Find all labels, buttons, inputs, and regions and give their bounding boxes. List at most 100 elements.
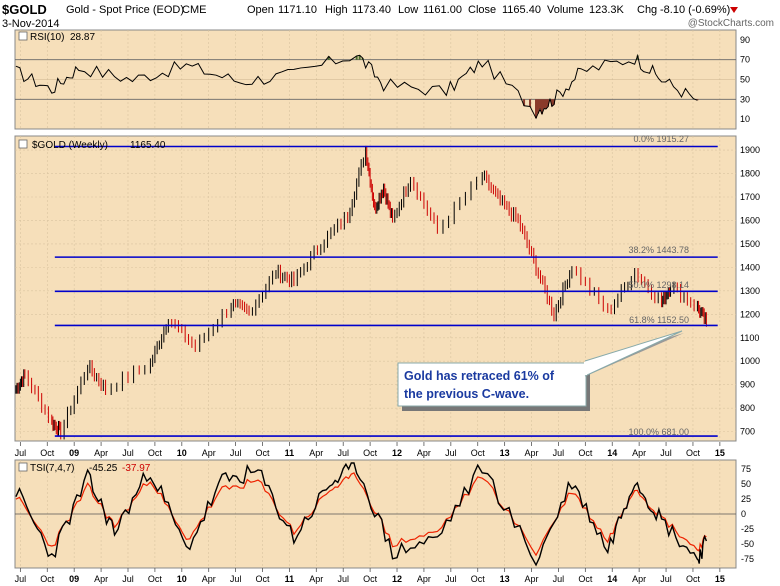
tsi-value-2: -37.97: [122, 463, 151, 474]
tsi-tick-label: -75: [741, 554, 754, 564]
rsi-tick-label: 50: [740, 75, 750, 85]
fib-label-382: 38.2% 1443.78: [628, 245, 689, 255]
x-tick-label: Oct: [471, 448, 486, 458]
fib-label-0: 0.0% 1915.27: [633, 134, 689, 144]
x-tick-label: Oct: [255, 574, 270, 584]
x-tick-label: Jul: [337, 574, 349, 584]
x-tick-label: Apr: [632, 574, 646, 584]
x-tick-label: Apr: [417, 448, 431, 458]
down-arrow-icon: [730, 7, 738, 13]
rsi-oversold-fill: [523, 99, 699, 119]
x-tick-label: 10: [177, 448, 187, 458]
tsi-tick-label: 0: [741, 509, 746, 519]
x-tick-label: Jul: [660, 574, 672, 584]
x-tick-label: 15: [715, 448, 725, 458]
volume-value: 123.3K: [589, 4, 625, 16]
exchange: CME: [182, 4, 206, 16]
price-tick-label: 1900: [740, 145, 760, 155]
x-tick-label: Jul: [445, 574, 457, 584]
close-value: 1165.40: [502, 4, 541, 16]
x-tick-label: Oct: [40, 574, 55, 584]
rsi-value: 28.87: [70, 32, 95, 43]
x-tick-label: Apr: [632, 448, 646, 458]
tsi-tick-label: 75: [741, 464, 751, 474]
high-value: 1173.40: [352, 4, 391, 16]
x-tick-label: Oct: [686, 574, 701, 584]
x-tick-label: 14: [607, 574, 617, 584]
instrument-name: Gold - Spot Price (EOD): [66, 4, 184, 16]
x-tick-label: 13: [500, 574, 510, 584]
x-tick-label: 13: [500, 448, 510, 458]
x-tick-label: Apr: [202, 574, 216, 584]
x-tick-label: 12: [392, 448, 402, 458]
rsi-tick-label: 10: [740, 114, 750, 124]
price-label: $GOLD (Weekly): [32, 140, 108, 151]
x-tick-label: Jul: [553, 448, 565, 458]
watermark: @StockCharts.com: [688, 18, 774, 29]
x-tick-label: 11: [285, 448, 295, 458]
price-tick-label: 1100: [740, 333, 759, 343]
x-tick-label: Jul: [15, 448, 27, 458]
x-tick-label: Oct: [578, 574, 593, 584]
price-tick-label: 1800: [740, 169, 760, 179]
tsi-tick-label: -50: [741, 539, 754, 549]
rsi-label: RSI(10): [30, 32, 64, 43]
price-tick-label: 1000: [740, 356, 760, 366]
x-tick-label: Apr: [525, 574, 539, 584]
price-tick-label: 800: [740, 403, 755, 413]
fib-label-50: 50.0% 1298.14: [628, 280, 689, 290]
x-tick-label: Apr: [94, 574, 108, 584]
x-tick-label: 09: [69, 448, 79, 458]
close-label: Close: [468, 4, 496, 16]
rsi-tick-label: 30: [740, 94, 750, 104]
x-tick-label: 10: [177, 574, 187, 584]
annotation-line-1: Gold has retraced 61% of: [404, 369, 555, 383]
open-label: Open: [247, 4, 274, 16]
x-tick-label: Apr: [94, 448, 108, 458]
high-label: High: [325, 4, 348, 16]
tsi-tick-label: -25: [741, 524, 754, 534]
fib-label-100: 100.0% 681.00: [628, 427, 689, 437]
annotation-callout: Gold has retraced 61% of the previous C-…: [397, 330, 684, 411]
price-tick-label: 1300: [740, 286, 760, 296]
volume-label: Volume: [547, 4, 584, 16]
price-tick-label: 1600: [740, 215, 760, 225]
price-tick-label: 900: [740, 380, 755, 390]
x-tick-label: Oct: [686, 448, 701, 458]
tsi-label: TSI(7,4,7): [30, 463, 74, 474]
chg-label: Chg: [637, 4, 657, 16]
tsi-tick-label: 50: [741, 479, 751, 489]
rsi-tick-label: 70: [740, 55, 750, 65]
x-tick-label: Apr: [525, 448, 539, 458]
panel-toggle-icon[interactable]: [18, 31, 28, 41]
open-value: 1171.10: [278, 4, 317, 16]
x-tick-label: Jul: [230, 448, 242, 458]
x-tick-label: Oct: [148, 448, 163, 458]
price-value: 1165.40: [130, 140, 166, 151]
x-tick-label: Jul: [122, 574, 134, 584]
x-tick-label: 09: [69, 574, 79, 584]
rsi-line: [15, 53, 698, 120]
tsi-value-1: -45.25: [89, 463, 118, 474]
panel-toggle-icon[interactable]: [18, 462, 28, 472]
price-tick-label: 1700: [740, 192, 760, 202]
symbol: $GOLD: [2, 2, 47, 17]
x-tick-label: Jul: [230, 574, 242, 584]
price-tick-label: 1200: [740, 309, 760, 319]
x-tick-label: Oct: [471, 574, 486, 584]
price-tick-label: 700: [740, 427, 755, 437]
chart-date: 3-Nov-2014: [2, 18, 59, 30]
x-tick-label: Oct: [578, 448, 593, 458]
low-value: 1161.00: [423, 4, 462, 16]
tsi-tick-label: 25: [741, 494, 751, 504]
x-tick-label: Oct: [363, 448, 378, 458]
chg-value: -8.10 (-0.69%): [660, 4, 730, 16]
x-tick-label: 11: [285, 574, 295, 584]
x-tick-label: Apr: [417, 574, 431, 584]
x-tick-label: Oct: [40, 448, 55, 458]
x-tick-label: Apr: [202, 448, 216, 458]
x-tick-label: Jul: [337, 448, 349, 458]
panel-toggle-icon[interactable]: [18, 139, 28, 149]
tsi-line: [15, 462, 708, 567]
